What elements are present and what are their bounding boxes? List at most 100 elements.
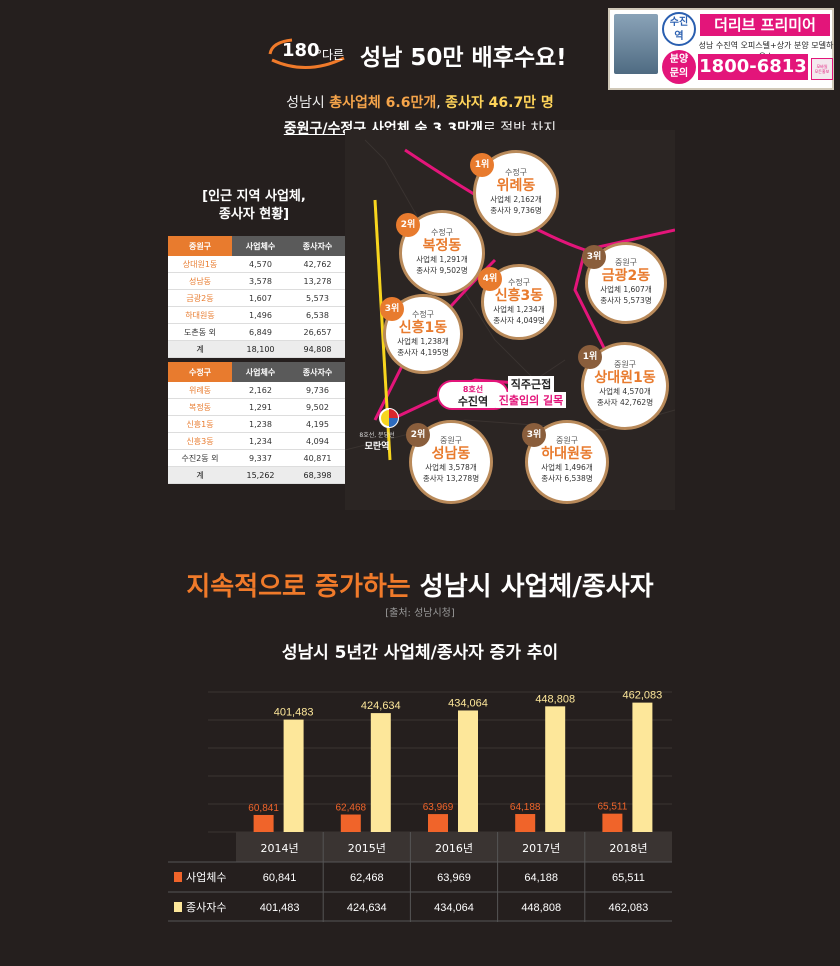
biz-count: 1,607 bbox=[232, 289, 289, 307]
inquiry-badge: 분양 문의 bbox=[662, 50, 696, 84]
bubble-gu: 중원구 bbox=[613, 360, 637, 369]
table-row: 하대원동 1,496 6,538 bbox=[168, 306, 346, 324]
bar-label-workers: 448,808 bbox=[535, 693, 575, 705]
section-title: 지속적으로 증가하는 성남시 사업체/종사자 bbox=[0, 566, 840, 603]
phone-number[interactable]: 1800-6813 bbox=[698, 54, 808, 80]
emp-count: 4,195 bbox=[289, 415, 346, 433]
table-row: 신흥3동 1,234 4,094 bbox=[168, 432, 346, 450]
sum-label: 계 bbox=[168, 466, 232, 484]
rank-badge: 2위 bbox=[396, 213, 420, 237]
bubble-seongnam: 2위 중원구 성남동 사업체 3,578개 종사자 13,278명 bbox=[406, 420, 493, 504]
legend-label: 종사자수 bbox=[186, 901, 226, 914]
legend-swatch bbox=[174, 872, 182, 882]
bubble-gu: 중원구 bbox=[555, 436, 579, 445]
callout-top: 직주근접 bbox=[507, 376, 555, 392]
bar-chart: 60,841 401,483 2014년 62,468 424,634 2015년 63,9… bbox=[168, 690, 672, 922]
emp-count: 4,094 bbox=[289, 432, 346, 450]
bar-workers bbox=[545, 706, 566, 832]
bubble-emp: 종사자 9,502명 bbox=[416, 266, 468, 275]
table-value: 63,969 bbox=[437, 872, 471, 884]
table-header: 중원구 사업체수 종사자수 bbox=[168, 236, 346, 256]
emp-count: 42,762 bbox=[289, 256, 346, 273]
table-row: 상대원1동 4,570 42,762 bbox=[168, 256, 346, 273]
bubble-dong: 금광2동 bbox=[601, 268, 651, 284]
moran-station: 8호선, 분당선 모란역 bbox=[347, 430, 407, 452]
bubble-dong: 위례동 bbox=[496, 178, 536, 194]
biz-count: 1,238 bbox=[232, 415, 289, 433]
table-row: 위례동 2,162 9,736 bbox=[168, 382, 346, 399]
bar-label-business: 65,511 bbox=[597, 802, 627, 813]
bubble-sinheung3: 4위 수정구 신흥3동 사업체 1,234개 종사자 4,049명 bbox=[478, 264, 557, 340]
bar-workers bbox=[283, 719, 304, 832]
bar-business bbox=[340, 814, 361, 832]
station-badge: 수진 역 bbox=[662, 12, 696, 46]
dong-name: 상대원1동 bbox=[168, 256, 232, 273]
bubble-emp: 종사자 5,573명 bbox=[600, 296, 652, 305]
rank-badge: 4위 bbox=[478, 267, 502, 291]
legend-swatch bbox=[174, 902, 182, 912]
bubble-biz: 사업체 4,570개 bbox=[599, 387, 651, 396]
sum-emp: 68,398 bbox=[289, 466, 346, 484]
bar-label-business: 64,188 bbox=[510, 802, 541, 813]
biz-count: 1,496 bbox=[232, 306, 289, 324]
rank-badge: 1위 bbox=[470, 153, 494, 177]
bubble-emp: 종사자 4,049명 bbox=[493, 316, 545, 325]
dong-name: 하대원동 bbox=[168, 306, 232, 324]
table-row: 금광2동 1,607 5,573 bbox=[168, 289, 346, 307]
total-workers: 종사자 46.7만 명 bbox=[445, 95, 554, 111]
moran-name: 모란역 bbox=[364, 442, 390, 452]
chart-title: 성남시 5년간 사업체/종사자 증가 추이 bbox=[281, 643, 559, 663]
source-note: [출처: 성남시청] bbox=[385, 608, 455, 619]
bubble-gu: 중원구 bbox=[614, 258, 638, 267]
category-label: 2014년 bbox=[261, 842, 299, 855]
bubble-wirye: 1위 수정구 위례동 사업체 2,162개 종사자 9,736명 bbox=[470, 150, 559, 236]
jungwon-table: 중원구 사업체수 종사자수 상대원1동 4,570 42,762 성남동 3,578 1… bbox=[168, 236, 346, 358]
table-value: 434,064 bbox=[434, 902, 474, 914]
emp-count: 13,278 bbox=[289, 272, 346, 290]
bar-business bbox=[515, 814, 536, 832]
bar-business bbox=[253, 814, 274, 832]
area-map: 8호선 수진역 직주근접 진출입의 길목 8호선, 분당선 모란역 1위 수정구… bbox=[345, 130, 675, 510]
bubble-gu: 수정구 bbox=[507, 278, 531, 287]
biz-count: 4,570 bbox=[232, 256, 289, 273]
bubble-dong: 신흥1동 bbox=[398, 320, 448, 336]
bubble-dong: 성남동 bbox=[431, 446, 471, 462]
bubble-gu: 수정구 bbox=[430, 228, 454, 237]
legend-label: 사업체수 bbox=[186, 871, 226, 884]
station-name: 수진역 bbox=[457, 395, 489, 408]
biz-count: 6,849 bbox=[232, 323, 289, 341]
bubble-biz: 사업체 2,162개 bbox=[490, 195, 542, 204]
section-title-orange: 지속적으로 증가하는 bbox=[186, 572, 411, 602]
bubble-emp: 종사자 13,278명 bbox=[422, 474, 480, 483]
commute-callout: 직주근접 진출입의 길목 bbox=[491, 376, 571, 408]
header-biz: 사업체수 bbox=[232, 362, 289, 382]
rank-badge: 3위 bbox=[522, 423, 546, 447]
header-biz: 사업체수 bbox=[232, 236, 289, 256]
hero-title: 성남 50만 배후수요! bbox=[360, 45, 567, 71]
sum-biz: 18,100 bbox=[232, 340, 289, 358]
bubble-biz: 사업체 1,607개 bbox=[600, 285, 652, 294]
table-row: 수진2동 외 9,337 40,871 bbox=[168, 449, 346, 467]
qr-text: 모바일 모든홍보 bbox=[814, 64, 830, 74]
qr-icon[interactable]: 모바일 모든홍보 bbox=[811, 58, 833, 80]
ad-banner[interactable]: 수진 역 분양 문의 더리브 프리미어 성남 수진역 오피스텔+상가 분양 모델… bbox=[608, 8, 834, 90]
header-emp: 종사자수 bbox=[289, 236, 346, 256]
bubble-emp: 종사자 42,762명 bbox=[596, 398, 654, 407]
sum-biz: 15,262 bbox=[232, 466, 289, 484]
bar-label-workers: 462,083 bbox=[623, 690, 663, 702]
sum-row: 계 18,100 94,808 bbox=[168, 340, 346, 358]
callout-bottom: 진출입의 길목 bbox=[495, 392, 567, 408]
table-row: 도촌동 외 6,849 26,657 bbox=[168, 323, 346, 341]
dong-name: 신흥1동 bbox=[168, 415, 232, 433]
category-label: 2017년 bbox=[522, 842, 560, 855]
category-label: 2018년 bbox=[609, 842, 647, 855]
biz-count: 2,162 bbox=[232, 382, 289, 399]
table-value: 60,841 bbox=[263, 872, 297, 884]
emp-count: 9,736 bbox=[289, 382, 346, 399]
table-row: 성남동 3,578 13,278 bbox=[168, 272, 346, 290]
bubble-geumgwang2: 3위 중원구 금광2동 사업체 1,607개 종사자 5,573명 bbox=[582, 242, 667, 324]
header-gu: 중원구 bbox=[168, 236, 232, 256]
category-label: 2015년 bbox=[348, 842, 386, 855]
bar-workers bbox=[632, 702, 653, 832]
rank-badge: 2위 bbox=[406, 423, 430, 447]
